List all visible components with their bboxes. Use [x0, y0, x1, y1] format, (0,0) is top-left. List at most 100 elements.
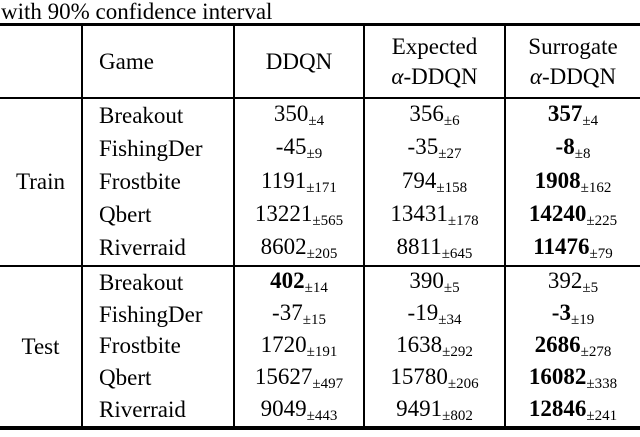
- value-error: ±8: [574, 146, 591, 163]
- value-cell: 8811±645: [365, 232, 504, 265]
- value-main: 1638: [396, 331, 443, 357]
- value-error: ±171: [306, 179, 337, 196]
- value-error: ±15: [302, 312, 326, 329]
- value-error: ±191: [306, 343, 338, 360]
- value-main: 15627: [254, 363, 313, 389]
- value-cell: 12846±241: [506, 394, 640, 426]
- header-surrogate-cell: Surrogate α-DDQN: [506, 26, 640, 97]
- game-name: Breakout: [99, 269, 184, 295]
- game-name: Qbert: [99, 365, 152, 391]
- game-name: Frostbite: [99, 169, 181, 194]
- value-cell: 794±158: [365, 165, 504, 198]
- game-column: Breakout FishingDer Frostbite Qbert Rive…: [83, 267, 235, 426]
- value-main: 14240: [528, 200, 587, 226]
- value-error: ±14: [304, 280, 328, 297]
- section-test: Test Breakout FishingDer Frostbite Qbert…: [0, 267, 640, 426]
- value-cell: 1638±292: [365, 331, 504, 363]
- game-name: Breakout: [99, 102, 184, 128]
- value-main: -45: [275, 134, 307, 160]
- value-cell: 15627±497: [235, 362, 363, 394]
- row-group-label-cell: Train: [0, 99, 83, 265]
- rule-section-divider: [0, 265, 640, 267]
- header-expected-line1: Expected: [391, 33, 478, 59]
- value-cell: 392±5: [506, 267, 640, 299]
- value-cell: 8602±205: [235, 232, 363, 265]
- value-cell: 13431±178: [365, 199, 504, 232]
- value-cell: 356±6: [365, 99, 504, 132]
- header-empty-cell: [0, 26, 83, 97]
- value-cell: -37±15: [235, 299, 363, 331]
- value-error: ±4: [308, 113, 325, 130]
- value-error: ±5: [582, 280, 599, 297]
- value-error: ±225: [586, 212, 618, 229]
- game-name: FishingDer: [99, 301, 203, 327]
- value-error: ±158: [436, 179, 468, 196]
- value-main: 8602: [260, 233, 307, 259]
- value-main: 15780: [390, 363, 448, 389]
- value-cell: -8±8: [506, 132, 640, 165]
- alpha-symbol: α: [391, 63, 404, 89]
- header-game-cell: Game: [83, 26, 235, 97]
- value-error: ±802: [442, 407, 473, 424]
- value-main: 9049: [260, 395, 307, 421]
- table-header-row: Game DDQN Expected α-DDQN Surrogate α-DD…: [0, 26, 640, 97]
- value-cell: 357±4: [506, 99, 640, 132]
- value-error: ±27: [438, 146, 462, 163]
- value-error: ±205: [306, 245, 338, 262]
- value-main: 1908: [534, 167, 581, 193]
- value-main: 350: [273, 101, 309, 127]
- value-cell: 15780±206: [365, 362, 504, 394]
- ddqn-column: 402±14 -37±15 1720±191 15627±497 9049±44…: [235, 267, 365, 426]
- value-main: -37: [272, 300, 303, 326]
- value-cell: 350±4: [235, 99, 363, 132]
- value-cell: 13221±565: [235, 199, 363, 232]
- value-main: -19: [407, 300, 439, 326]
- rule-top: [0, 23, 640, 26]
- value-main: 402: [270, 268, 305, 294]
- value-main: -8: [555, 134, 575, 160]
- game-name: Frostbite: [99, 333, 181, 359]
- value-main: 390: [409, 268, 444, 294]
- value-cell: 390±5: [365, 267, 504, 299]
- value-error: ±443: [306, 407, 338, 424]
- value-main: 9491: [396, 395, 443, 421]
- value-error: ±278: [580, 343, 612, 360]
- row-group-label-cell: Test: [0, 267, 83, 426]
- value-main: 13431: [390, 200, 448, 226]
- value-error: ±5: [443, 280, 460, 297]
- header-expected-line2: α-DDQN: [391, 62, 477, 92]
- value-main: 11476: [533, 233, 590, 259]
- surrogate-column: 392±5 -3±19 2686±278 16082±338 12846±241: [506, 267, 640, 426]
- expected-column: 356±6 -35±27 794±158 13431±178 8811±645: [365, 99, 506, 265]
- value-error: ±4: [582, 113, 599, 130]
- value-main: -3: [551, 300, 571, 326]
- value-cell: 1908±162: [506, 165, 640, 198]
- row-group-label: Train: [16, 169, 65, 194]
- value-cell: -35±27: [365, 132, 504, 165]
- value-error: ±292: [442, 343, 473, 360]
- value-error: ±497: [312, 375, 344, 392]
- header-ddqn-cell: DDQN: [235, 26, 365, 97]
- value-error: ±206: [447, 375, 479, 392]
- expected-column: 390±5 -19±34 1638±292 15780±206 9491±802: [365, 267, 506, 426]
- header-surrogate-rest: -DDQN: [541, 63, 617, 89]
- rule-header-bottom: [0, 97, 640, 99]
- header-expected-cell: Expected α-DDQN: [365, 26, 506, 97]
- value-error: ±19: [570, 312, 595, 329]
- value-error: ±34: [438, 312, 462, 329]
- header-expected-rest: -DDQN: [403, 63, 478, 89]
- table-caption: with 90% confidence interval: [1, 0, 273, 24]
- game-name: FishingDer: [99, 135, 203, 161]
- header-surrogate-line1: Surrogate: [528, 33, 618, 59]
- value-main: 392: [547, 268, 583, 294]
- game-column: Breakout FishingDer Frostbite Qbert Rive…: [83, 99, 235, 265]
- value-error: ±6: [443, 113, 460, 130]
- value-main: 12846: [528, 395, 587, 421]
- value-main: 2686: [534, 331, 581, 357]
- value-cell: 9491±802: [365, 394, 504, 426]
- value-error: ±178: [447, 212, 479, 229]
- value-cell: 16082±338: [506, 362, 640, 394]
- value-main: 357: [547, 101, 583, 127]
- value-error: ±162: [580, 179, 612, 196]
